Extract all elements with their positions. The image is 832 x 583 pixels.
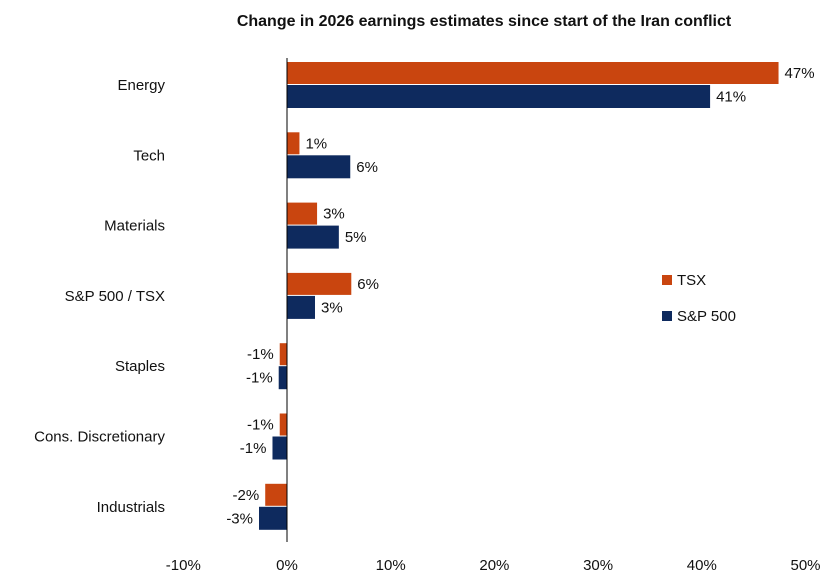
bar-sp500 — [287, 295, 315, 319]
category-label: Cons. Discretionary — [34, 429, 165, 446]
x-tick-label: -10% — [166, 557, 201, 574]
x-tick-label: 30% — [583, 557, 613, 574]
category-labels: Energy Tech Materials S&P 500 / TSX Staples C… — [34, 77, 165, 516]
x-tick-label: 20% — [479, 557, 509, 574]
legend-swatch — [662, 311, 672, 321]
data-label: 6% — [357, 276, 379, 293]
legend-label: TSX — [677, 272, 706, 289]
bar-sp500 — [259, 506, 287, 530]
data-label: 1% — [305, 135, 327, 152]
legend-label: S&P 500 — [677, 308, 736, 325]
bar-sp500 — [287, 155, 351, 179]
category-label: Materials — [104, 218, 165, 235]
x-tick-labels: -10% 0% 10% 20% 30% 40% 50% — [166, 557, 821, 574]
category-label: Tech — [133, 147, 165, 164]
bar-sp500 — [287, 225, 339, 249]
data-label: 6% — [356, 159, 378, 176]
bar-tsx — [279, 343, 287, 366]
data-label: 3% — [321, 299, 343, 316]
bar-sp500 — [287, 85, 711, 108]
data-label: 5% — [345, 229, 367, 246]
data-label: -1% — [240, 440, 267, 457]
bar-tsx — [287, 132, 300, 155]
bar-tsx — [287, 272, 352, 295]
legend-swatch — [662, 275, 672, 285]
category-label: S&P 500 / TSX — [65, 288, 165, 305]
data-label: -2% — [233, 487, 260, 504]
data-label: -1% — [247, 346, 274, 363]
category-label: Energy — [117, 77, 165, 94]
data-label: 41% — [716, 89, 746, 106]
x-tick-label: 50% — [790, 557, 820, 574]
data-label: -1% — [246, 370, 273, 387]
bar-tsx — [279, 413, 287, 436]
bars-group: 47%41%1%6%3%5%6%3%-1%-1%-1%-1%-2%-3% — [226, 62, 815, 530]
bar-sp500 — [272, 436, 287, 460]
chart-title: Change in 2026 earnings estimates since … — [237, 13, 732, 30]
bar-tsx — [287, 62, 779, 84]
x-tick-label: 0% — [276, 557, 298, 574]
data-label: -1% — [247, 417, 274, 434]
x-tick-label: 10% — [376, 557, 406, 574]
legend: TSX S&P 500 — [662, 272, 736, 325]
category-label: Industrials — [97, 499, 165, 516]
x-tick-label: 40% — [687, 557, 717, 574]
bar-tsx — [287, 202, 318, 225]
data-label: 47% — [785, 65, 815, 82]
bar-sp500 — [278, 366, 287, 390]
data-label: 3% — [323, 206, 345, 223]
category-label: Staples — [115, 358, 165, 375]
data-label: -3% — [226, 510, 253, 527]
bar-tsx — [265, 483, 287, 506]
